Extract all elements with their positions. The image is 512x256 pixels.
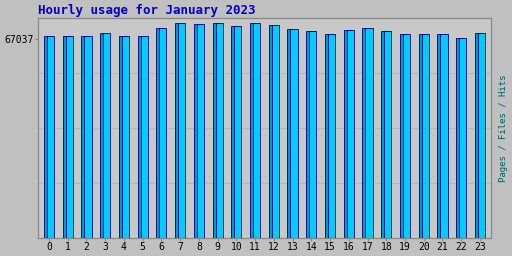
Bar bbox=[250, 23, 257, 238]
Bar bbox=[178, 23, 185, 238]
Bar bbox=[159, 28, 166, 238]
Bar bbox=[272, 25, 279, 238]
Bar bbox=[290, 29, 297, 238]
Bar bbox=[306, 31, 313, 238]
Bar bbox=[366, 28, 373, 238]
Bar bbox=[103, 33, 110, 238]
Bar bbox=[197, 24, 204, 238]
Bar bbox=[156, 28, 163, 238]
Bar bbox=[141, 36, 148, 238]
Bar bbox=[253, 23, 260, 238]
Bar bbox=[44, 36, 51, 238]
Bar bbox=[84, 36, 92, 238]
Bar bbox=[475, 34, 482, 238]
Bar bbox=[234, 26, 242, 238]
Bar bbox=[437, 34, 444, 238]
Bar bbox=[344, 30, 351, 238]
Bar bbox=[175, 23, 182, 238]
Bar bbox=[440, 34, 447, 238]
Bar bbox=[122, 36, 129, 238]
Bar bbox=[212, 23, 220, 238]
Bar bbox=[478, 34, 485, 238]
Bar bbox=[325, 34, 332, 238]
Bar bbox=[400, 34, 407, 238]
Bar bbox=[269, 25, 276, 238]
Bar bbox=[384, 31, 391, 238]
Bar bbox=[231, 26, 239, 238]
Bar bbox=[362, 28, 370, 238]
Bar bbox=[328, 34, 335, 238]
Bar bbox=[216, 23, 223, 238]
Bar bbox=[100, 33, 107, 238]
Text: Hourly usage for January 2023: Hourly usage for January 2023 bbox=[38, 4, 255, 17]
Bar bbox=[347, 30, 354, 238]
Bar bbox=[422, 34, 429, 238]
Bar bbox=[47, 36, 54, 238]
Bar bbox=[309, 31, 316, 238]
Bar bbox=[419, 34, 426, 238]
Bar bbox=[194, 24, 201, 238]
Bar bbox=[459, 38, 466, 238]
Bar bbox=[62, 36, 70, 238]
Bar bbox=[381, 31, 388, 238]
Bar bbox=[81, 36, 89, 238]
Bar bbox=[456, 38, 463, 238]
Bar bbox=[287, 29, 294, 238]
Bar bbox=[66, 36, 73, 238]
Bar bbox=[119, 36, 126, 238]
Bar bbox=[138, 36, 145, 238]
Bar bbox=[403, 34, 410, 238]
